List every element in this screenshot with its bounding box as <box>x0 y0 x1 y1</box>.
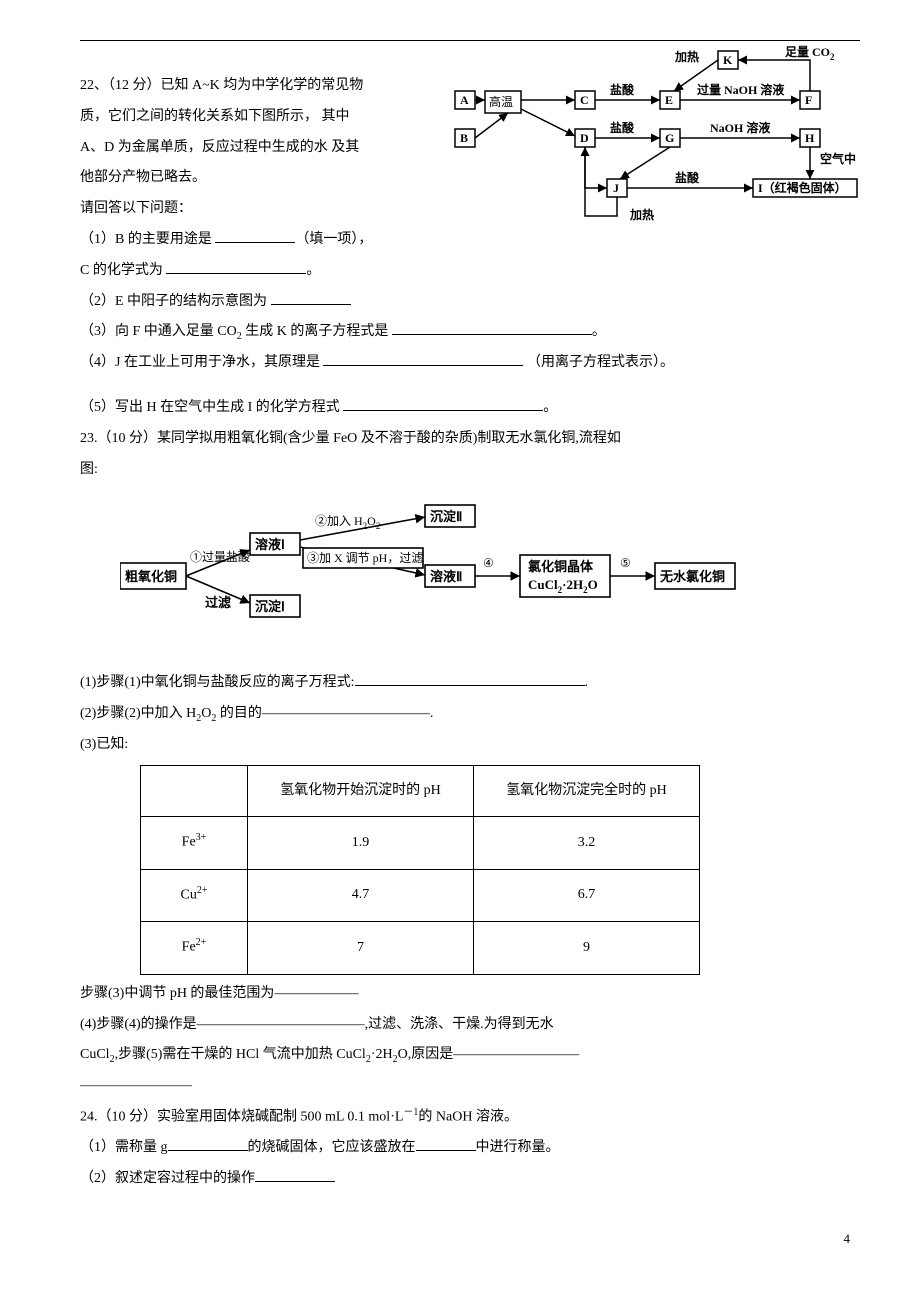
q22-p1c-line: C 的化学式为 。 <box>80 256 460 287</box>
flow-step2: ②加入 H2O2 <box>315 514 380 531</box>
q23-p3: (3)已知: <box>80 730 860 761</box>
flow-sol2: 溶液Ⅱ <box>430 569 462 584</box>
box-f: F <box>805 93 812 107</box>
th1: 氢氧化物开始沉淀时的 pH <box>248 765 474 817</box>
r3c0: Fe2+ <box>141 922 248 974</box>
q22-p5: （5）写出 H 在空气中生成 I 的化学方程式 。 <box>80 393 860 424</box>
flow-s5: ⑤ <box>620 556 631 570</box>
q23-line1: 23.（10 分）某同学拟用粗氧化铜(含少量 FeO 及不溶于酸的杂质)制取无水… <box>80 424 860 455</box>
q23-flow-diagram: .fb{fill:#fff;stroke:#000;stroke-width:1… <box>120 495 800 645</box>
q23-line2: 图: <box>80 455 860 486</box>
q23-p4c-cont: ———————— <box>80 1071 860 1102</box>
label-jiare-2: 加热 <box>629 207 654 222</box>
q23-p4: (4)步骤(4)的操作是————————————,过滤、洗涤、干燥.为得到无水 <box>80 1010 860 1041</box>
box-g: G <box>665 131 674 145</box>
box-a: A <box>460 93 469 107</box>
question-24: 24.（10 分）实验室用固体烧碱配制 500 mL 0.1 mol·L－1的 … <box>80 1102 860 1195</box>
q23-p2: (2)步骤(2)中加入 H2O2 的目的————————————. <box>80 699 860 730</box>
flow-glv: 过滤 <box>205 595 231 610</box>
table-row: Fe3+ 1.9 3.2 <box>141 817 700 869</box>
question-22: 22、（12 分）已知 A~K 均为中学化学的常见物 质，它们之间的转化关系如下… <box>80 71 860 424</box>
blank <box>215 242 295 243</box>
th2: 氢氧化物沉淀完全时的 pH <box>474 765 700 817</box>
table-row: 氢氧化物开始沉淀时的 pH 氢氧化物沉淀完全时的 pH <box>141 765 700 817</box>
label-yansuan-1: 盐酸 <box>610 82 635 97</box>
q23-p4c: CuCl2,步骤(5)需在干燥的 HCl 气流中加热 CuCl2·2H2O,原因… <box>80 1040 860 1071</box>
q22-line3: A、D 为金属单质，反应过程中生成的水 及其 <box>80 133 460 164</box>
flow-step3: ③加 X 调节 pH，过滤 <box>307 551 423 565</box>
box-d: D <box>580 131 589 145</box>
q22-p1: （1）B 的主要用途是 （填一项）， <box>80 225 460 256</box>
label-naoh-ex: 过量 NaOH 溶液 <box>697 82 784 97</box>
q22-p4: （4）J 在工业上可用于净水，其原理是 （用离子方程式表示）。 <box>80 348 860 379</box>
table-row: Fe2+ 7 9 <box>141 922 700 974</box>
flow-crystal-a: 氯化铜晶体 <box>528 559 594 574</box>
q22-p1c: C 的化学式为 <box>80 263 166 278</box>
q22-line4: 他部分产物已略去。 <box>80 163 460 194</box>
r2c1: 4.7 <box>248 869 474 921</box>
label-yansuan-3: 盐酸 <box>675 170 700 185</box>
label-kongqi: 空气中 <box>820 151 856 166</box>
blank <box>355 685 585 686</box>
box-e: E <box>665 93 673 107</box>
r3c2: 9 <box>474 922 700 974</box>
flow-anhyd: 无水氯化铜 <box>659 569 725 584</box>
table-row: Cu2+ 4.7 6.7 <box>141 869 700 921</box>
q22-p2: （2）E 中阳子的结构示意图为 <box>80 287 860 318</box>
blank <box>271 304 351 305</box>
blank <box>168 1150 248 1151</box>
box-b: B <box>460 131 468 145</box>
page-number: 4 <box>80 1225 860 1254</box>
flow-sol1: 溶液Ⅰ <box>255 537 285 552</box>
question-23: 23.（10 分）某同学拟用粗氧化铜(含少量 FeO 及不溶于酸的杂质)制取无水… <box>80 424 860 1102</box>
q24-p2: （2）叙述定容过程中的操作 <box>80 1164 860 1195</box>
box-i: I（红褐色固体） <box>758 180 847 195</box>
label-jiare-1: 加热 <box>674 49 699 64</box>
q24-p1: （1）需称量 g的烧碱固体，它应该盛放在中进行称量。 <box>80 1133 860 1164</box>
r1c1: 1.9 <box>248 817 474 869</box>
blank <box>416 1150 476 1151</box>
r3c1: 7 <box>248 922 474 974</box>
box-h: H <box>805 131 815 145</box>
q22-p1b: （填一项）， <box>295 232 372 247</box>
q22-line5: 请回答以下问题： <box>80 194 460 225</box>
flow-prec2: 沉淀Ⅱ <box>430 509 462 524</box>
q22-text-block: 22、（12 分）已知 A~K 均为中学化学的常见物 质，它们之间的转化关系如下… <box>80 71 460 287</box>
r1c2: 3.2 <box>474 817 700 869</box>
q22-line1: 22、（12 分）已知 A~K 均为中学化学的常见物 <box>80 71 460 102</box>
box-j: J <box>613 181 619 195</box>
flow-cuox: 粗氧化铜 <box>125 569 177 584</box>
box-k: K <box>723 53 733 67</box>
flow-s4: ④ <box>483 556 494 570</box>
box-c: C <box>580 93 589 107</box>
r1c0: Fe3+ <box>141 817 248 869</box>
q22-diagram: .bx{fill:#fff;stroke:#000;stroke-width:1… <box>450 41 880 261</box>
q23-p1: (1)步骤(1)中氧化铜与盐酸反应的离子万程式:. <box>80 668 860 699</box>
q22-p1a: （1）B 的主要用途是 <box>80 232 215 247</box>
q22-p3: （3）向 F 中通入足量 CO2 生成 K 的离子方程式是 。 <box>80 317 860 348</box>
label-naoh: NaOH 溶液 <box>710 120 770 135</box>
blank <box>255 1181 335 1182</box>
blank <box>323 365 523 366</box>
r2c2: 6.7 <box>474 869 700 921</box>
q22-p1d: 。 <box>306 263 320 278</box>
label-gaowen: 高温 <box>489 94 513 109</box>
q23-p3b: 步骤(3)中调节 pH 的最佳范围为—————— <box>80 979 860 1010</box>
q22-line2: 质，它们之间的转化关系如下图所示， 其中 <box>80 102 460 133</box>
label-yansuan-2: 盐酸 <box>610 120 635 135</box>
flow-prec1: 沉淀Ⅰ <box>255 599 285 614</box>
blank <box>166 273 306 274</box>
flow-step1: ①过量盐酸 <box>190 549 250 564</box>
th0 <box>141 765 248 817</box>
q23-table: 氢氧化物开始沉淀时的 pH 氢氧化物沉淀完全时的 pH Fe3+ 1.9 3.2… <box>140 765 700 975</box>
r2c0: Cu2+ <box>141 869 248 921</box>
blank <box>392 334 592 335</box>
blank <box>343 410 543 411</box>
q24-line1: 24.（10 分）实验室用固体烧碱配制 500 mL 0.1 mol·L－1的 … <box>80 1102 860 1133</box>
